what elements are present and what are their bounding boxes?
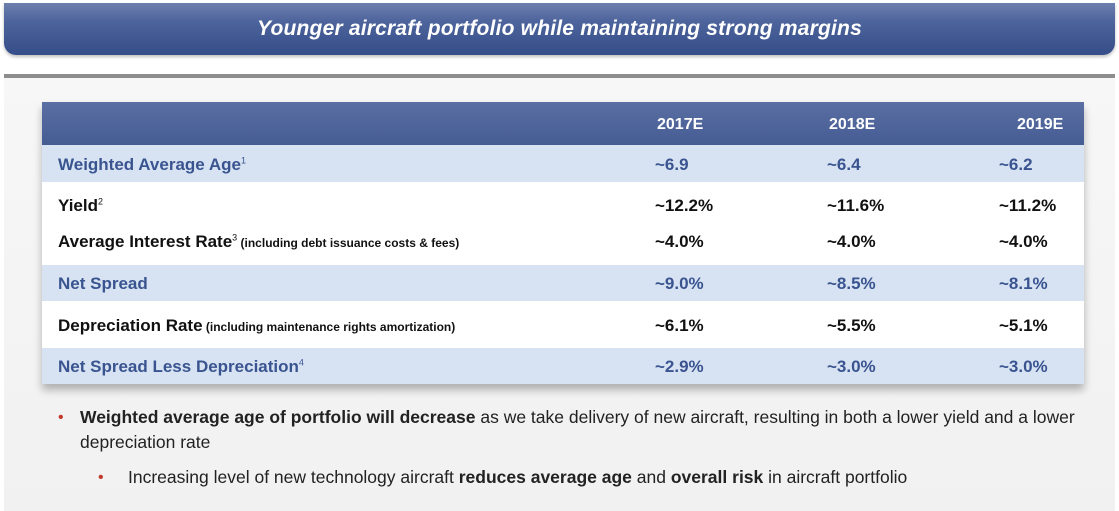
table-cell: ~12.2% [655,196,714,215]
footnote-marker: 2 [98,196,104,207]
table-cell: ~2.9% [655,357,704,376]
table-cell: ~11.2% [999,196,1057,215]
table-row-yield: Yield2 ~12.2% ~11.6% ~11.2% [42,182,1084,223]
row-label: Net Spread Less Depreciation4 [58,357,304,376]
bullet-item: • Weighted average age of portfolio will… [58,405,1098,455]
metrics-table: 2017E 2018E 2019E Weighted Average Age1 … [42,102,1084,384]
row-label: Depreciation Rate (including maintenance… [58,316,456,335]
footnote-marker: 3 [232,232,238,243]
footnote-marker: 1 [240,155,246,166]
bullet-text: and [631,467,671,487]
table-row-depreciation-rate: Depreciation Rate (including maintenance… [42,301,1084,348]
row-note: (including maintenance rights amortizati… [202,320,456,334]
title-banner: Younger aircraft portfolio while maintai… [4,3,1115,55]
table-cell: ~11.6% [827,196,885,215]
table-row-weighted-average-age: Weighted Average Age1 ~6.9 ~6.4 ~6.2 [42,145,1084,182]
table-cell: ~6.4 [827,155,861,174]
table-cell: ~6.9 [655,155,689,174]
column-header: 2019E [1017,116,1064,133]
footnote-marker: 4 [298,357,304,368]
row-label: Average Interest Rate3 (including debt i… [58,232,460,251]
table-cell: ~8.1% [999,274,1048,293]
bullet-text: in aircraft portfolio [763,467,908,487]
table-row-net-spread-less-depreciation: Net Spread Less Depreciation4 ~2.9% ~3.0… [42,348,1084,384]
table-cell: ~6.2 [999,155,1033,174]
table-cell: ~3.0% [827,357,876,376]
row-note: (including debt issuance costs & fees) [237,236,460,250]
bullet-text: as we take delivery of new aircraft, res… [80,407,1075,452]
row-label: Weighted Average Age1 [58,155,246,174]
bullet-text: Increasing level of new technology aircr… [128,467,459,487]
table-cell: ~5.1% [999,316,1048,335]
bullet-emphasis: Weighted average age of portfolio will d… [80,407,476,427]
column-header: 2018E [829,116,876,133]
table-cell: ~8.5% [827,274,876,293]
table-cell: ~3.0% [999,357,1048,376]
table-cell: ~5.5% [827,316,876,335]
column-header: 2017E [657,116,704,133]
table-cell: ~4.0% [999,232,1048,251]
bullet-list: • Weighted average age of portfolio will… [58,405,1098,490]
table-row-average-interest-rate: Average Interest Rate3 (including debt i… [42,223,1084,265]
bullet-emphasis: overall risk [670,467,764,487]
bullet-dot-icon: • [58,409,64,426]
page-title: Younger aircraft portfolio while maintai… [257,17,862,40]
row-label: Net Spread [58,274,148,293]
table-cell: ~4.0% [827,232,876,251]
row-label: Yield2 [58,196,104,215]
bullet-emphasis: reduces average age [458,467,632,487]
bullet-dot-icon: • [98,469,104,486]
table-cell: ~9.0% [655,274,704,293]
table-row-net-spread: Net Spread ~9.0% ~8.5% ~8.1% [42,265,1084,301]
table-cell: ~4.0% [655,232,704,251]
table-cell: ~6.1% [655,316,704,335]
sub-bullet-item: • Increasing level of new technology air… [98,465,1098,490]
divider [4,74,1115,78]
table-header-row: 2017E 2018E 2019E [42,102,1084,145]
